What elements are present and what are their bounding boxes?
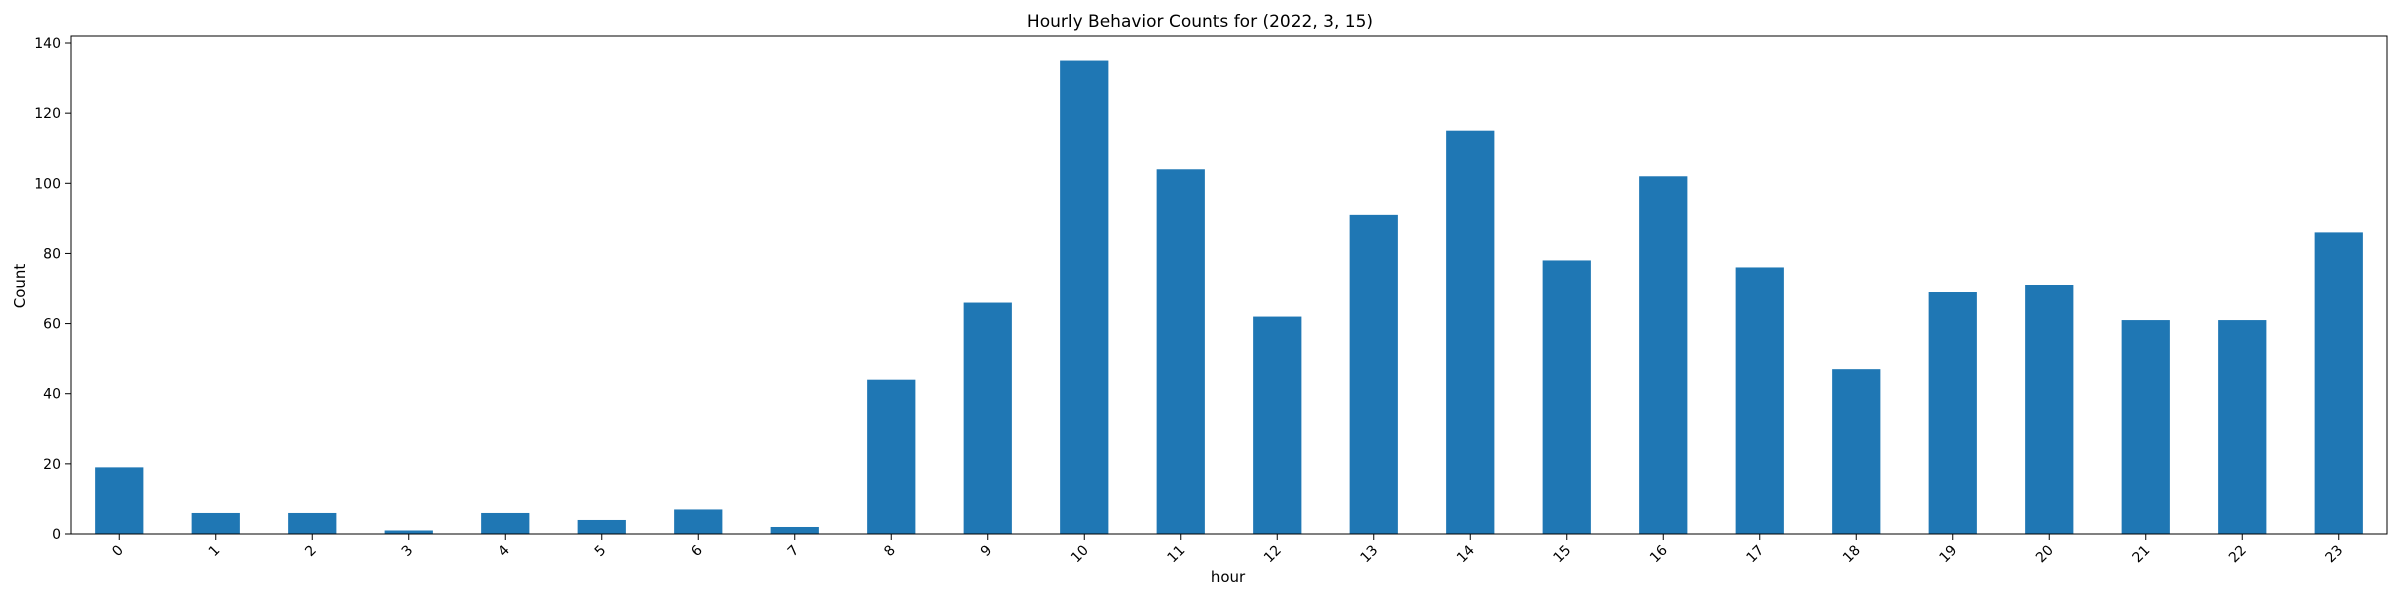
bar-19 [1928, 292, 1977, 534]
bar-9 [963, 302, 1012, 534]
bar-5 [577, 519, 626, 534]
chart-title: Hourly Behavior Counts for (2022, 3, 15) [1027, 12, 1373, 32]
y-tick-label-60: 60 [43, 317, 61, 333]
bar-4 [481, 512, 530, 534]
bar-6 [674, 509, 723, 534]
bar-0 [95, 467, 144, 534]
y-tick-label-140: 140 [34, 36, 61, 52]
y-tick-label-100: 100 [34, 176, 61, 192]
bar-22 [2218, 320, 2267, 534]
bar-10 [1060, 60, 1109, 535]
y-tick-label-120: 120 [34, 106, 61, 122]
bar-14 [1446, 130, 1495, 534]
y-tick-label-0: 0 [52, 527, 61, 543]
bar-13 [1349, 214, 1398, 535]
bar-17 [1735, 267, 1784, 534]
bar-7 [770, 526, 819, 534]
bar-3 [384, 530, 433, 534]
bar-23 [2314, 232, 2363, 534]
bar-20 [2025, 285, 2074, 534]
y-axis-label: Count [11, 264, 29, 309]
bar-8 [867, 379, 916, 534]
bar-16 [1639, 176, 1688, 534]
bar-2 [288, 512, 337, 534]
bar-12 [1253, 316, 1302, 534]
bar-11 [1156, 169, 1205, 534]
x-axis-label: hour [1211, 568, 1246, 586]
bar-21 [2121, 320, 2170, 534]
y-tick-label-80: 80 [43, 246, 61, 262]
bar-1 [191, 512, 240, 534]
bar-18 [1832, 369, 1881, 534]
y-tick-label-40: 40 [43, 387, 61, 403]
bar-15 [1542, 260, 1591, 534]
y-tick-label-20: 20 [43, 457, 61, 473]
axes-frame [70, 35, 2388, 535]
